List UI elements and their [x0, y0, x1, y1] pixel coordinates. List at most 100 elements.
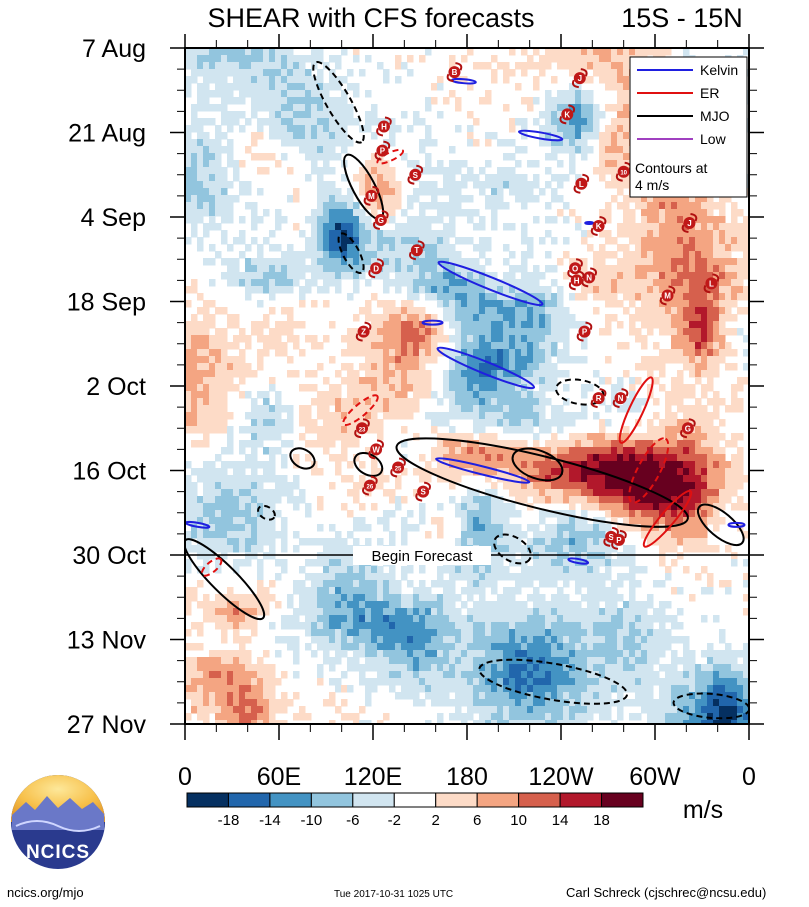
shear-cell [395, 622, 402, 630]
shear-cell [263, 167, 270, 175]
shear-cell [305, 286, 312, 294]
shear-cell [437, 335, 444, 343]
shear-cell [665, 349, 672, 357]
shear-cell [479, 580, 486, 588]
shear-cell [611, 160, 618, 168]
shear-cell [665, 405, 672, 413]
shear-cell [671, 384, 678, 392]
shear-cell [677, 405, 684, 413]
shear-cell [575, 538, 582, 546]
shear-cell [527, 244, 534, 252]
shear-cell [677, 286, 684, 294]
shear-cell [569, 454, 576, 462]
shear-cell [227, 538, 234, 546]
shear-cell [233, 195, 240, 203]
shear-cell [461, 195, 468, 203]
shear-cell [365, 244, 372, 252]
shear-cell [317, 398, 324, 406]
shear-cell [293, 622, 300, 630]
shear-cell [485, 573, 492, 581]
shear-cell [245, 181, 252, 189]
shear-cell [233, 496, 240, 504]
shear-cell [413, 293, 420, 301]
shear-cell [551, 440, 558, 448]
shear-cell [629, 223, 636, 231]
shear-cell [209, 195, 216, 203]
shear-cell [473, 244, 480, 252]
shear-cell [557, 489, 564, 497]
shear-cell [425, 601, 432, 609]
shear-cell [233, 622, 240, 630]
shear-cell [305, 216, 312, 224]
shear-cell [539, 412, 546, 420]
shear-cell [287, 111, 294, 119]
shear-cell [347, 195, 354, 203]
shear-cell [191, 195, 198, 203]
shear-cell [269, 69, 276, 77]
shear-cell [347, 398, 354, 406]
shear-cell [719, 461, 726, 469]
shear-cell [725, 580, 732, 588]
shear-cell [467, 335, 474, 343]
shear-cell [329, 608, 336, 616]
shear-cell [557, 139, 564, 147]
shear-cell [653, 209, 660, 217]
shear-cell [431, 97, 438, 105]
shear-cell [215, 496, 222, 504]
shear-cell [233, 559, 240, 567]
shear-cell [323, 580, 330, 588]
shear-cell [449, 90, 456, 98]
shear-cell [677, 608, 684, 616]
shear-cell [557, 587, 564, 595]
shear-cell [323, 573, 330, 581]
shear-cell [221, 307, 228, 315]
shear-cell [401, 405, 408, 413]
shear-cell [683, 363, 690, 371]
shear-cell [719, 398, 726, 406]
shear-cell [527, 307, 534, 315]
shear-cell [293, 104, 300, 112]
shear-cell [353, 48, 360, 56]
shear-cell [527, 615, 534, 623]
shear-cell [701, 405, 708, 413]
shear-cell [563, 62, 570, 70]
shear-cell [233, 517, 240, 525]
shear-cell [191, 118, 198, 126]
shear-cell [437, 461, 444, 469]
shear-cell [617, 188, 624, 196]
shear-cell [461, 209, 468, 217]
shear-cell [719, 489, 726, 497]
shear-cell [641, 272, 648, 280]
shear-cell [713, 244, 720, 252]
shear-cell [713, 398, 720, 406]
shear-cell [191, 496, 198, 504]
shear-cell [383, 272, 390, 280]
shear-cell [473, 531, 480, 539]
shear-cell [413, 342, 420, 350]
shear-cell [185, 62, 192, 70]
shear-cell [401, 279, 408, 287]
shear-cell [635, 251, 642, 259]
shear-cell [359, 181, 366, 189]
shear-cell [521, 48, 528, 56]
shear-cell [551, 237, 558, 245]
shear-cell [437, 251, 444, 259]
shear-cell [191, 545, 198, 553]
shear-cell [233, 335, 240, 343]
shear-cell [317, 132, 324, 140]
shear-cell [671, 482, 678, 490]
shear-cell [671, 349, 678, 357]
shear-cell [437, 265, 444, 273]
shear-cell [695, 272, 702, 280]
shear-cell [695, 377, 702, 385]
shear-cell [269, 335, 276, 343]
shear-cell [257, 251, 264, 259]
shear-cell [701, 538, 708, 546]
shear-cell [551, 300, 558, 308]
shear-cell [677, 216, 684, 224]
shear-cell [287, 125, 294, 133]
shear-cell [341, 118, 348, 126]
shear-cell [629, 279, 636, 287]
shear-cell [575, 545, 582, 553]
shear-cell [659, 559, 666, 567]
